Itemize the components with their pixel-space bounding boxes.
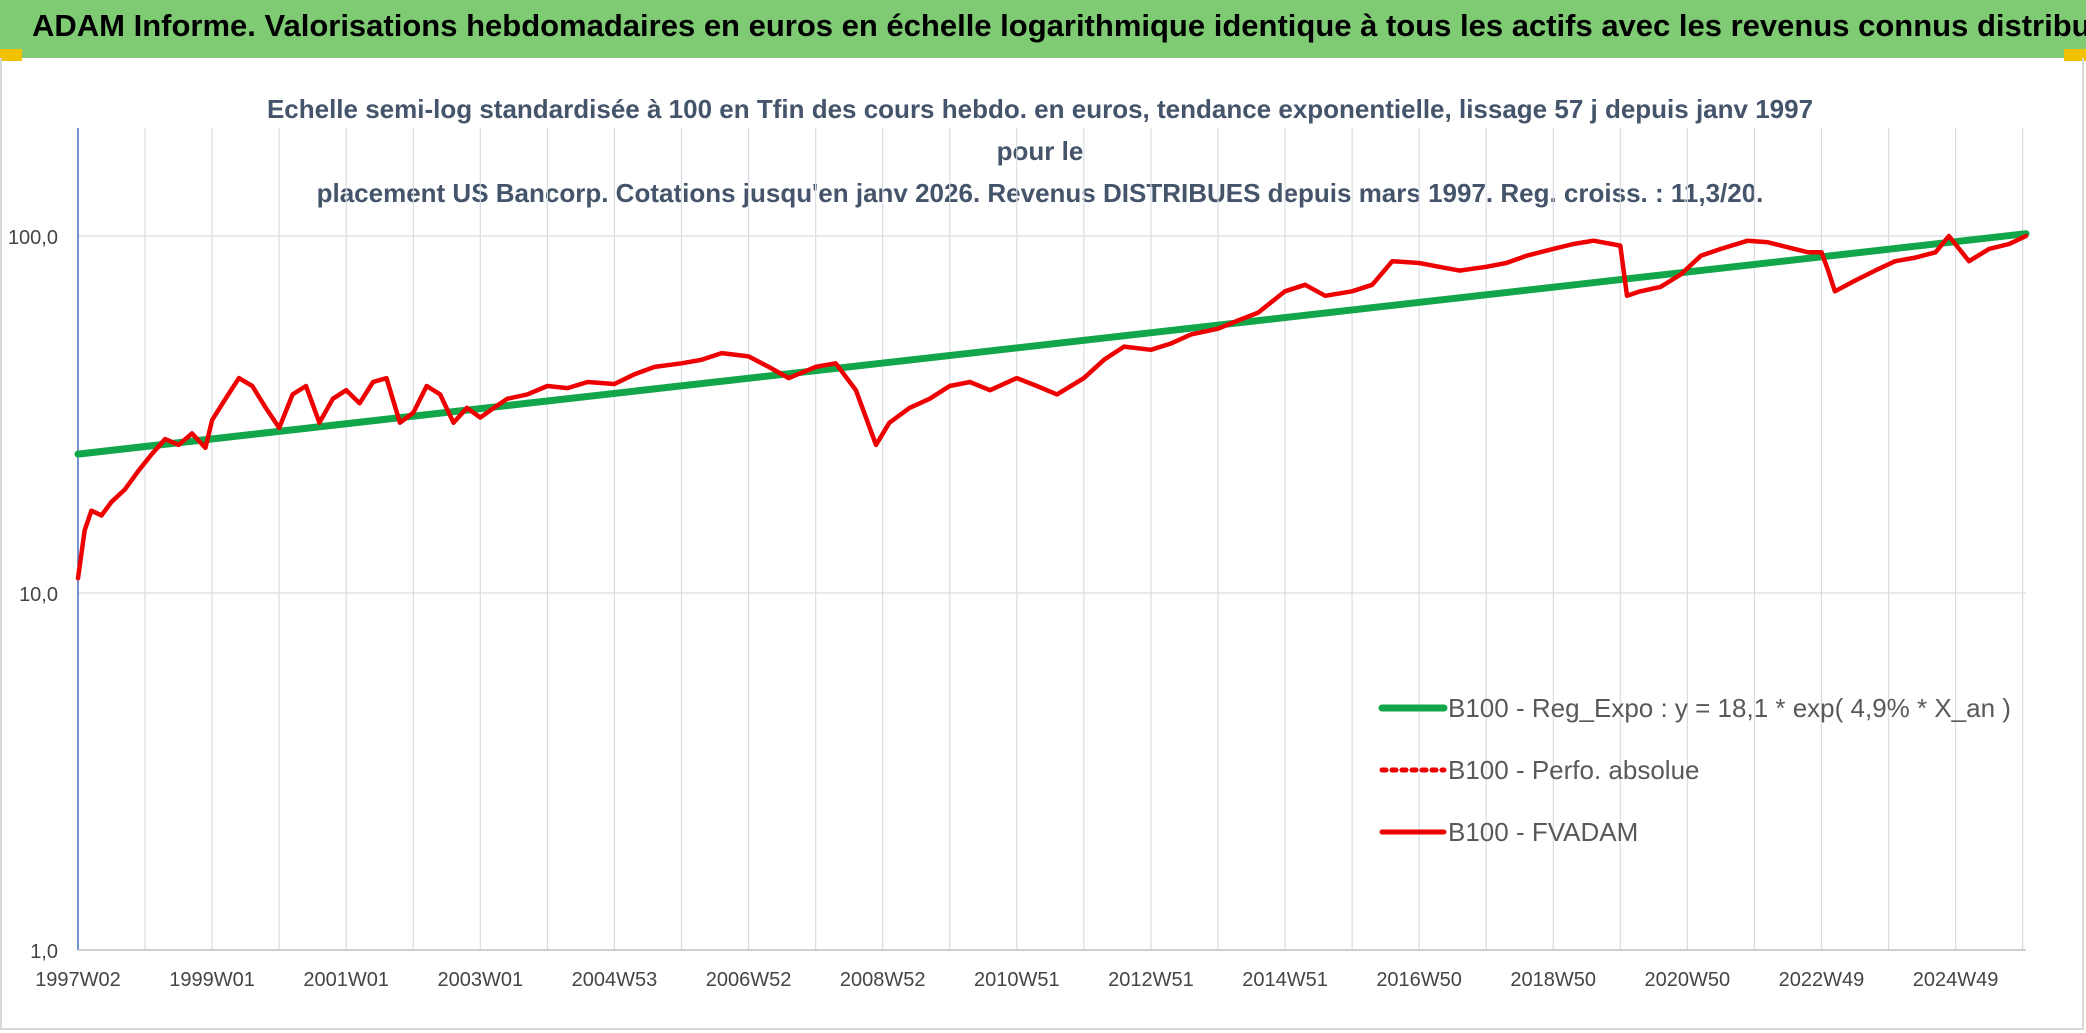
legend-label: B100 - Reg_Expo : y = 18,1 * exp( 4,9% *… [1448,693,2011,723]
y-tick-label: 100,0 [8,227,58,249]
legend-label: B100 - Perfo. absolue [1448,755,1700,785]
trend-line [74,230,2030,458]
chart-frame [0,58,2084,1030]
y-tick-label: 10,0 [19,584,58,606]
corner-marker-right [2064,49,2086,61]
chart-legend: B100 - Reg_Expo : y = 18,1 * exp( 4,9% *… [1378,693,2011,847]
chart-title-line-1: Echelle semi-log standardisée à 100 en T… [266,94,1814,166]
x-tick-label: 1999W01 [169,969,255,991]
x-tick-label: 2001W01 [303,969,389,991]
x-tick-label: 2008W52 [840,969,926,991]
x-tick-label: 2016W50 [1376,969,1462,991]
legend-label: B100 - FVADAM [1448,817,1638,847]
report-title: ADAM Informe. Valorisations hebdomadaire… [32,8,2086,43]
x-tick-label: 2010W51 [974,969,1060,991]
corner-marker-left [0,49,22,61]
grid-lines [78,128,2026,951]
x-tick-label: 2014W51 [1242,969,1328,991]
x-tick-label: 2022W49 [1779,969,1865,991]
fvadam-line [75,233,2029,581]
x-tick-label: 2018W50 [1510,969,1596,991]
y-tick-label: 1,0 [30,941,58,963]
x-tick-label: 2004W53 [572,969,658,991]
x-tick-label: 2012W51 [1108,969,1194,991]
series-layer [74,230,2030,581]
axes [77,128,2026,951]
report-header: ADAM Informe. Valorisations hebdomadaire… [0,0,2086,58]
tick-labels: 1,0 10,0 100,0 1997W02 1999W01 2001W01 2003W01… [8,227,1998,991]
x-tick-label: 2024W49 [1913,969,1999,991]
x-tick-label: 2003W01 [438,969,524,991]
x-tick-label: 2006W52 [706,969,792,991]
x-tick-label: 1997W02 [35,969,121,991]
x-tick-label: 2020W50 [1645,969,1731,991]
chart-title-line-2: placement US Bancorp. Cotations jusqu'en… [316,178,1764,208]
chart-title: Echelle semi-log standardisée à 100 en T… [260,88,1820,214]
